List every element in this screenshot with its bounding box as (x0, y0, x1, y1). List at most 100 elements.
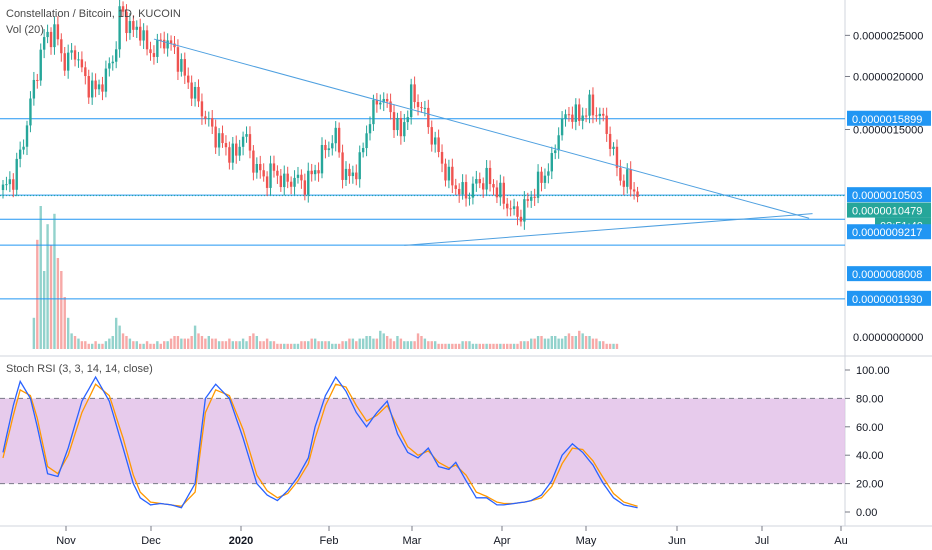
candle-body (560, 118, 564, 136)
volume-bar (238, 341, 241, 349)
price-tick-label: 0.0000025000 (853, 30, 923, 42)
volume-bar (581, 333, 584, 349)
candle-body (365, 133, 368, 149)
volume-bar (454, 343, 457, 349)
candle-body (231, 143, 235, 163)
candle-body (42, 37, 46, 50)
candles (1, 0, 639, 230)
candle-body (605, 115, 608, 134)
volume-bar (464, 341, 468, 349)
candle-body (15, 158, 18, 190)
price-label: 0.0000008008 (852, 269, 922, 281)
candle-body (454, 185, 457, 189)
stoch-tick-label: 100.00 (856, 365, 890, 377)
volume-bar (36, 239, 39, 349)
candle-body (457, 188, 461, 195)
trendline[interactable] (153, 38, 810, 219)
volume-bar (591, 338, 595, 349)
volume-bar (409, 341, 413, 349)
volume-bar (211, 338, 214, 349)
volume-bar (584, 336, 588, 349)
candle-body (310, 170, 313, 175)
candle-body (56, 24, 60, 40)
volume-bar (602, 341, 605, 349)
candle-body (399, 117, 403, 137)
candle-body (526, 199, 529, 201)
volume-bar (80, 341, 84, 349)
volume-bar (39, 206, 42, 349)
candle-body (629, 169, 632, 190)
volume-bar (554, 336, 557, 349)
candle-body (32, 79, 36, 99)
volume-bar (413, 341, 416, 349)
volume-bar (49, 245, 53, 349)
candle-body (296, 174, 300, 178)
volume-bar (70, 333, 73, 349)
price-label-box (847, 290, 931, 306)
candle-body (533, 196, 536, 198)
date-tick-label: 2020 (229, 535, 253, 547)
candle-body (87, 76, 90, 98)
date-tick-label: Au (834, 535, 847, 547)
candle-body (550, 153, 553, 172)
candle-body (475, 179, 478, 184)
volume-bar (121, 333, 125, 349)
candle-body (207, 118, 210, 120)
volume-bar (214, 338, 217, 349)
volume-bar (204, 338, 207, 349)
candle-body (392, 112, 396, 131)
candle-body (53, 24, 56, 48)
axis-labels: 0.00000250000.00000200000.00000150000.00… (56, 30, 923, 547)
volume-bar (379, 330, 382, 349)
candle-body (389, 101, 392, 113)
volume-bar (396, 336, 399, 349)
price-label-box (847, 202, 931, 218)
candle-body (433, 137, 437, 145)
volume-bar (156, 341, 159, 349)
stoch-k-line (2, 375, 638, 509)
volume-bar (420, 336, 423, 349)
date-tick-label: Nov (56, 535, 76, 547)
trendlines[interactable] (153, 38, 813, 246)
volume-bar (444, 343, 447, 349)
candle-body (36, 79, 39, 81)
volume-bar (145, 341, 149, 349)
volume-bar (296, 343, 300, 349)
volume-bar (365, 336, 368, 349)
volume-bar (262, 341, 265, 349)
candle-body (396, 117, 399, 131)
candle-body (63, 53, 66, 71)
candle-body (142, 30, 145, 41)
trendline[interactable] (404, 213, 813, 246)
volume-bar (303, 341, 307, 349)
volume-bar (135, 341, 138, 349)
candle-body (176, 47, 180, 72)
price-label: 0.0000001930 (852, 294, 922, 306)
volume-bar (351, 338, 355, 349)
candle-body (547, 171, 550, 176)
candle-body (341, 152, 344, 180)
candle-body (200, 101, 204, 117)
candle-body (557, 135, 560, 151)
horizontal-levels (0, 118, 845, 300)
candle-body (90, 80, 94, 98)
candle-body (406, 117, 409, 123)
volume-bar (245, 341, 248, 349)
candle-body (571, 114, 574, 122)
volume-tick-label: 0.0000000000 (853, 332, 923, 344)
volume-bar (382, 333, 385, 349)
date-tick-label: Mar (403, 535, 422, 547)
volume-bar (506, 343, 509, 349)
candle-body (540, 171, 543, 183)
volume-bar (385, 336, 389, 349)
volume-bar (355, 341, 358, 349)
candle-body (499, 182, 502, 198)
volume-bar (193, 325, 197, 349)
candle-body (451, 166, 454, 186)
volume-bar (310, 338, 313, 349)
candle-body (139, 26, 142, 41)
candle-body (334, 127, 337, 144)
candle-body (409, 84, 413, 118)
